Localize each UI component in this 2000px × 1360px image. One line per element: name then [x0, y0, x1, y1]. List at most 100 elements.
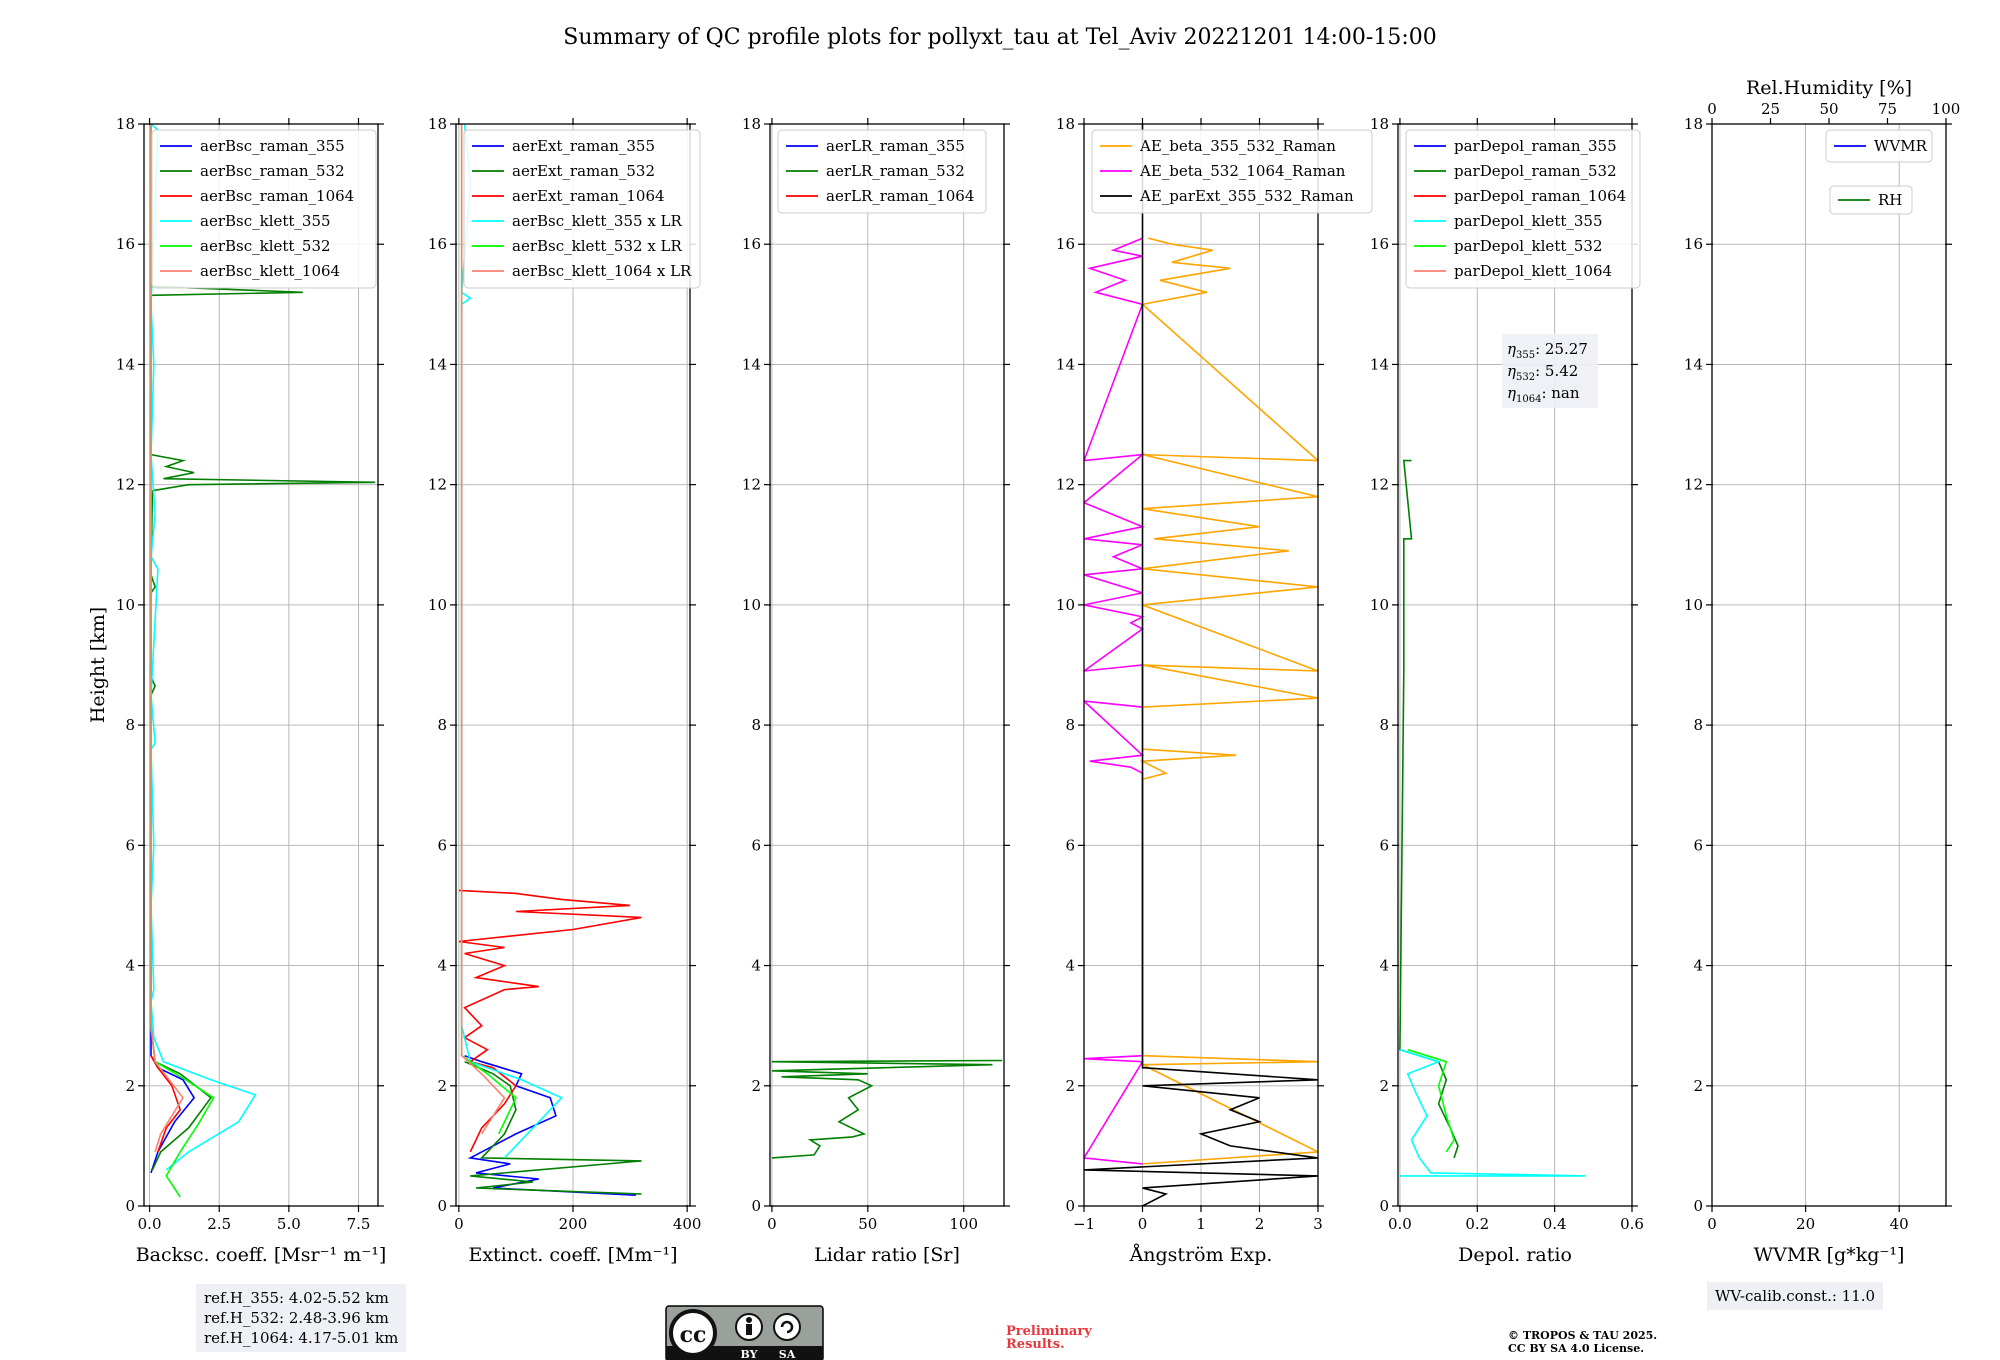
y-tick-label: 4: [1693, 957, 1703, 975]
y-tick-label: 16: [742, 235, 761, 253]
series-line-aerBsc_klett_1064 x LR: [460, 124, 506, 1135]
legend-entry: parDepol_klett_1064: [1454, 262, 1612, 280]
eta-subscript: 355: [1516, 350, 1535, 361]
legend-entry: aerBsc_klett_532: [200, 237, 331, 255]
by-label: BY: [741, 1348, 758, 1360]
y-tick-label: 4: [437, 957, 447, 975]
legend-box: RH: [1829, 185, 1913, 215]
cc-logo-text: cc: [680, 1322, 707, 1348]
eta-symbol: η: [1507, 340, 1516, 358]
legend-frame: [151, 129, 377, 289]
secondary-x-tick-label: 75: [1878, 100, 1897, 118]
reference-heights-box: ref.H_355: 4.02-5.52 km ref.H_532: 2.48-…: [196, 1284, 407, 1352]
y-tick-label: 8: [1379, 716, 1389, 734]
x-tick-label: 2.5: [207, 1215, 231, 1233]
y-tick-label: 18: [1684, 115, 1703, 133]
y-tick-label: 12: [742, 476, 761, 494]
y-tick-label: 6: [751, 836, 761, 854]
ref-height-532: ref.H_532: 2.48-3.96 km: [204, 1309, 389, 1327]
series-line-aerBsc_raman_1064: [150, 1055, 182, 1153]
y-tick-label: 6: [1693, 836, 1703, 854]
y-axis-label: Height [km]: [87, 607, 109, 723]
panel-2: 0 2 4 6 8 10 12 14 16 18 0 200 400 Extinct. coeff. [M…: [428, 115, 702, 1266]
legend-entry: aerBsc_raman_355: [200, 137, 345, 155]
legend-entry: parDepol_klett_355: [1454, 212, 1603, 230]
x-tick-label: 400: [673, 1215, 702, 1233]
y-tick-label: 16: [1370, 235, 1389, 253]
x-axis-label: WVMR [g*kg⁻¹]: [1754, 1244, 1905, 1266]
x-tick-label: 0.2: [1465, 1215, 1489, 1233]
legend-entry: aerBsc_klett_532 x LR: [512, 237, 683, 255]
legend: aerExt_raman_355 aerExt_raman_532 aerExt_r…: [463, 129, 701, 289]
y-tick-label: 4: [1065, 957, 1075, 975]
eta-annotation-line: η1064: nan: [1507, 384, 1580, 405]
y-tick-label: 12: [428, 476, 447, 494]
x-tick-label: 0.0: [138, 1215, 162, 1233]
x-tick-label: 3: [1313, 1215, 1323, 1233]
series-line-AE_beta_532_1064_Raman: [1084, 237, 1146, 1165]
series-group: [771, 1059, 1003, 1159]
legend-entry: AE_beta_532_1064_Raman: [1139, 162, 1346, 180]
y-tick-label: 14: [116, 355, 135, 373]
series-line-aerExt_raman_1064: [458, 889, 642, 1153]
y-tick-label: 2: [1693, 1077, 1703, 1095]
x-tick-label: 0: [767, 1215, 777, 1233]
axes-frame: [143, 123, 379, 1207]
legend-entry: aerLR_raman_1064: [826, 187, 974, 205]
legend-entry: aerBsc_klett_1064: [200, 262, 340, 280]
y-tick-label: 0: [1065, 1197, 1075, 1215]
sa-icon: [773, 1313, 801, 1341]
legend-entry: AE_parExt_355_532_Raman: [1139, 187, 1354, 205]
eta-value: : 25.27: [1535, 340, 1588, 358]
legend: aerLR_raman_355 aerLR_raman_532 aerLR_rama…: [777, 129, 987, 214]
y-tick-label: 6: [125, 836, 135, 854]
figure-title: Summary of QC profile plots for pollyxt_…: [563, 25, 1436, 50]
grid-lines: [1711, 123, 1946, 1207]
series-line-AE_beta_355_532_Raman: [1139, 237, 1318, 1165]
x-tick-label: 0: [454, 1215, 464, 1233]
y-tick-label: 10: [428, 596, 447, 614]
series-group: [1399, 459, 1586, 1177]
y-tick-label: 10: [1370, 596, 1389, 614]
legend-frame: [1091, 129, 1373, 214]
y-tick-label: 12: [116, 476, 135, 494]
wv-calibration-box: WV-calib.const.: 11.0: [1707, 1282, 1884, 1310]
legend-entry: aerExt_raman_355: [512, 137, 655, 155]
series-line-aerBsc_klett_355: [150, 124, 257, 1171]
y-tick-label: 8: [437, 716, 447, 734]
series-group: [150, 124, 376, 1198]
legend-entry: aerBsc_raman_1064: [200, 187, 354, 205]
series-line-AE_parExt_355_532_Raman: [1084, 124, 1318, 1206]
eta-subscript: 1064: [1516, 394, 1541, 405]
x-tick-label: 2: [1255, 1215, 1265, 1233]
eta-symbol: η: [1507, 362, 1516, 380]
y-tick-label: 2: [1379, 1077, 1389, 1095]
y-tick-label: 10: [1684, 596, 1703, 614]
axes-frame: [1397, 123, 1633, 1207]
secondary-x-tick-label: 0: [1707, 100, 1717, 118]
legend-entry: parDepol_raman_532: [1454, 162, 1617, 180]
legend-entry: aerLR_raman_355: [826, 137, 965, 155]
eta-value: : 5.42: [1535, 362, 1578, 380]
grid-lines: [1083, 123, 1319, 1207]
cc-logo-icon: [669, 1309, 717, 1357]
legend-entry: aerBsc_klett_355 x LR: [512, 212, 683, 230]
legend-entry: parDepol_raman_355: [1454, 137, 1617, 155]
y-tick-label: 8: [1693, 716, 1703, 734]
legend-box: WVMR: [1825, 129, 1933, 163]
y-tick-label: 14: [1370, 355, 1389, 373]
axes-frame: [1711, 123, 1947, 1207]
preliminary-results-note: Preliminary Results.: [1006, 1324, 1092, 1352]
y-tick-label: 6: [1379, 836, 1389, 854]
series-group: [1084, 124, 1318, 1206]
legend-entry: aerBsc_klett_355: [200, 212, 331, 230]
legend-entry: aerBsc_klett_1064 x LR: [512, 262, 692, 280]
legend-frame: [1825, 129, 1933, 163]
y-tick-label: 18: [1056, 115, 1075, 133]
y-tick-label: 0: [751, 1197, 761, 1215]
y-tick-label: 18: [742, 115, 761, 133]
y-tick-label: 8: [125, 716, 135, 734]
y-tick-label: 0: [1379, 1197, 1389, 1215]
